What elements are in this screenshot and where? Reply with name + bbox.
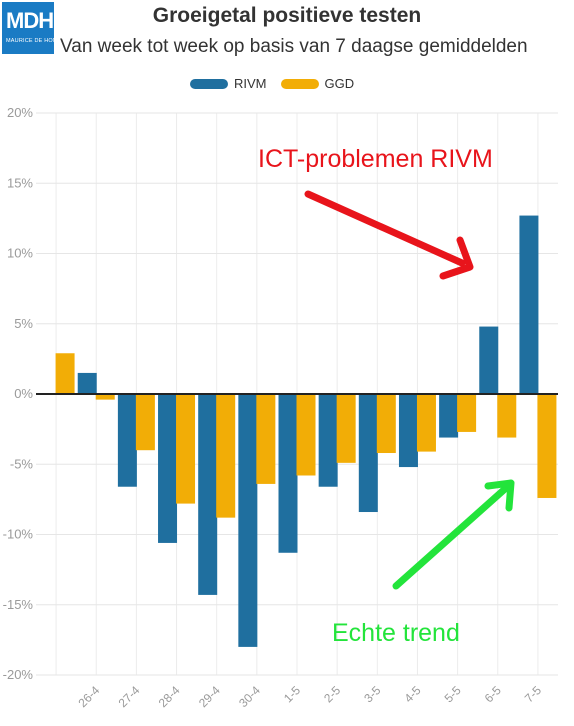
legend-label-rivm: RIVM: [234, 76, 267, 91]
x-tick-label: 4-5: [401, 683, 423, 705]
x-tick-label: 30-4: [236, 683, 263, 710]
annotation-ict-problemen: ICT-problemen RIVM: [258, 145, 493, 173]
x-tick-label: 28-4: [156, 683, 183, 710]
bar-ggd-27-4: [135, 394, 155, 451]
y-tick-label: 5%: [14, 316, 33, 331]
bar-ggd-6-5: [497, 394, 517, 438]
bar-rivm-30-4: [238, 394, 258, 647]
x-tick-label: 7-5: [522, 683, 544, 705]
y-tick-label: -5%: [10, 456, 34, 471]
green-arrow-shaft: [392, 484, 510, 590]
red-arrow-head: [439, 236, 474, 280]
x-tick-label: 1-5: [281, 683, 303, 705]
y-tick-label: 20%: [7, 105, 33, 120]
green-arrow-head: [484, 479, 515, 512]
chart-title: Groeigetal positieve testen: [152, 4, 422, 27]
y-tick-label: 0%: [14, 386, 33, 401]
chart-legend: RIVM GGD: [190, 76, 368, 91]
annotation-echte-trend: Echte trend: [332, 619, 460, 647]
bar-rivm-7-5: [519, 215, 539, 394]
bar-ggd-first: [55, 353, 75, 394]
bar-rivm-1-5: [278, 394, 298, 553]
bar-rivm-4-5: [398, 394, 418, 468]
bar-ggd-7-5: [537, 394, 557, 498]
x-tick-label: 29-4: [196, 683, 223, 710]
legend-item-rivm[interactable]: RIVM: [190, 76, 267, 91]
x-tick-label: 5-5: [442, 683, 464, 705]
chart-subtitle: Van week tot week op basis van 7 daagse …: [60, 36, 528, 57]
bar-rivm-28-4: [158, 394, 178, 543]
y-tick-label: 10%: [7, 246, 33, 261]
legend-label-ggd: GGD: [324, 76, 355, 91]
x-tick-label: 3-5: [361, 683, 383, 705]
bar-ggd-29-4: [216, 394, 236, 518]
x-tick-label: 27-4: [116, 683, 143, 710]
bar-ggd-4-5: [416, 394, 436, 452]
x-tick-label: 26-4: [75, 683, 102, 710]
x-tick-label: 2-5: [321, 683, 343, 705]
bar-ggd-30-4: [256, 394, 276, 484]
brand-logo: MDH MAURICE DE HOND: [2, 2, 61, 54]
bar-ggd-26-4: [95, 394, 115, 400]
y-tick-label: 15%: [7, 175, 33, 190]
y-tick-label: -10%: [3, 527, 34, 542]
legend-item-ggd[interactable]: GGD: [280, 76, 355, 91]
x-tick-label: 6-5: [482, 683, 504, 705]
bar-ggd-3-5: [376, 394, 396, 454]
logo-subtext: MAURICE DE HOND: [6, 38, 62, 44]
bar-rivm-5-5: [439, 394, 459, 438]
bar-rivm-27-4: [117, 394, 137, 487]
bar-rivm-6-5: [479, 326, 499, 394]
red-arrow-shaft: [304, 190, 466, 267]
bar-ggd-28-4: [176, 394, 196, 504]
bar-ggd-5-5: [457, 394, 477, 432]
logo-text: MDH: [6, 8, 54, 33]
bar-rivm-26-4: [77, 372, 97, 394]
bar-rivm-2-5: [318, 394, 338, 487]
bar-ggd-2-5: [336, 394, 356, 463]
legend-swatch-ggd: [280, 78, 319, 89]
y-tick-label: -20%: [3, 667, 34, 682]
legend-swatch-rivm: [190, 78, 228, 89]
bar-rivm-29-4: [198, 394, 218, 595]
bar-ggd-1-5: [296, 394, 316, 476]
y-tick-label: -15%: [3, 597, 34, 612]
bar-rivm-3-5: [358, 394, 378, 513]
